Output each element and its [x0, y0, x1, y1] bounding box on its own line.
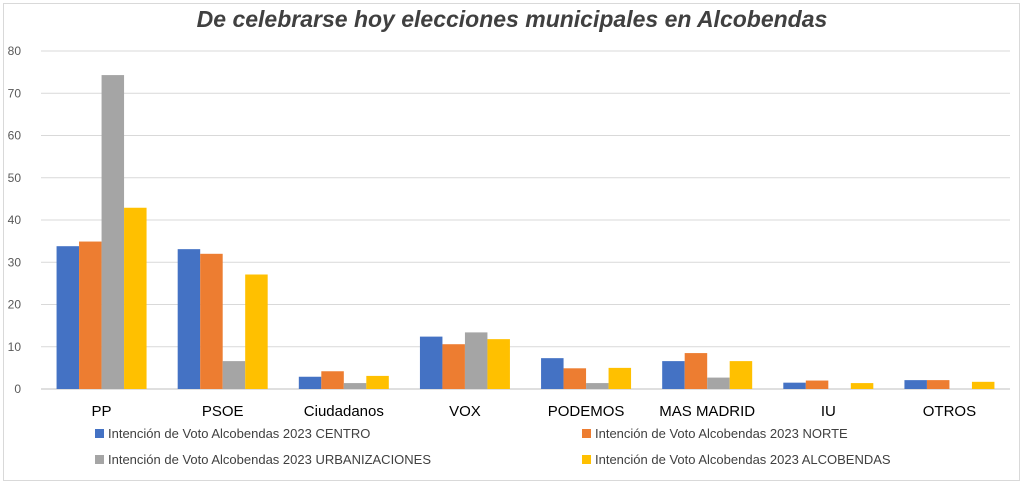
legend-swatch — [95, 455, 104, 464]
category-label: VOX — [449, 403, 481, 420]
legend-label: Intención de Voto Alcobendas 2023 CENTRO — [108, 426, 370, 441]
bar — [850, 383, 874, 389]
bar — [222, 361, 246, 389]
y-tick-label: 20 — [8, 298, 22, 312]
y-tick-label: 50 — [8, 171, 22, 185]
bars — [56, 75, 995, 390]
y-tick-label: 80 — [8, 44, 22, 58]
y-tick-label: 0 — [14, 382, 21, 396]
category-label: IU — [821, 403, 836, 420]
bar — [298, 376, 322, 389]
chart-frame — [3, 3, 1020, 481]
bar — [684, 353, 708, 389]
y-tick-label: 40 — [8, 213, 22, 227]
bar — [783, 382, 806, 389]
legend-swatch — [95, 429, 104, 438]
bar — [79, 241, 102, 389]
category-label: MAS MADRID — [659, 403, 755, 420]
y-tick-label: 70 — [8, 86, 22, 100]
chart-title: De celebrarse hoy elecciones municipales… — [196, 6, 828, 32]
bar — [729, 361, 753, 389]
bar — [563, 368, 587, 389]
bar — [101, 75, 125, 390]
category-label: PSOE — [202, 403, 244, 420]
legend-swatch — [582, 429, 591, 438]
bar — [487, 339, 510, 389]
bar — [904, 380, 927, 389]
category-label: PODEMOS — [548, 403, 625, 420]
bar — [442, 344, 465, 389]
y-axis-ticks: 0 10 20 30 40 50 60 70 80 — [8, 44, 22, 396]
bar — [245, 274, 268, 389]
bar — [805, 380, 829, 389]
bar — [366, 375, 389, 389]
bar — [124, 207, 147, 389]
bar — [608, 367, 632, 389]
bar — [464, 332, 488, 389]
legend-swatch — [582, 455, 591, 464]
category-label: OTROS — [923, 403, 976, 420]
bar — [926, 380, 950, 389]
bar — [177, 249, 201, 389]
legend-label: Intención de Voto Alcobendas 2023 NORTE — [595, 426, 848, 441]
bar — [321, 371, 344, 389]
y-tick-label: 10 — [8, 340, 22, 354]
bar — [343, 383, 367, 389]
y-tick-label: 60 — [8, 129, 22, 143]
legend-label: Intención de Voto Alcobendas 2023 URBANI… — [108, 452, 431, 467]
bar — [586, 383, 609, 389]
bar — [419, 336, 443, 389]
bar — [56, 246, 80, 389]
bar — [971, 381, 995, 389]
bar — [541, 358, 564, 389]
bar — [662, 361, 685, 389]
legend: Intención de Voto Alcobendas 2023 CENTRO… — [95, 426, 891, 467]
bar — [200, 253, 223, 389]
x-axis-labels: PP PSOE Ciudadanos VOX PODEMOS MAS MADRID IU OT… — [92, 403, 977, 420]
legend-label: Intención de Voto Alcobendas 2023 ALCOBE… — [595, 452, 891, 467]
bar — [707, 377, 730, 389]
category-label: Ciudadanos — [304, 403, 384, 420]
category-label: PP — [92, 403, 112, 420]
y-tick-label: 30 — [8, 255, 22, 269]
